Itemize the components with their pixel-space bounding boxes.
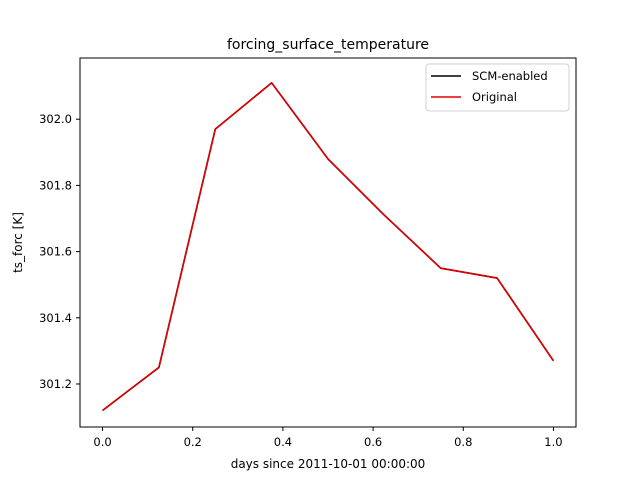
y-tick-label: 301.6: [39, 245, 72, 259]
x-tick-label: 0.4: [274, 435, 292, 449]
y-tick-label: 301.2: [39, 377, 72, 391]
x-axis-label: days since 2011-10-01 00:00:00: [231, 457, 426, 471]
legend-label-original: Original: [472, 90, 517, 104]
y-tick-label: 302.0: [39, 112, 72, 126]
plot-frame: [79, 57, 577, 428]
x-tick-label: 0.0: [93, 435, 111, 449]
series-line-original: [102, 82, 555, 412]
x-axis-ticks: 0.0 0.2 0.4 0.6 0.8 1.0: [93, 427, 563, 449]
y-tick-label: 301.8: [39, 178, 72, 192]
x-tick-label: 0.2: [184, 435, 202, 449]
legend-label-scm-enabled: SCM-enabled: [472, 69, 548, 83]
chart-title: forcing_surface_temperature: [227, 37, 429, 53]
legend: SCM-enabled Original: [425, 63, 570, 112]
series-layer: [102, 82, 555, 412]
legend-box: [425, 63, 570, 112]
y-axis-label: ts_forc [K]: [11, 212, 25, 273]
x-tick-label: 0.8: [454, 435, 472, 449]
y-tick-label: 301.4: [39, 311, 72, 325]
x-tick-label: 0.6: [364, 435, 382, 449]
x-tick-label: 1.0: [544, 435, 562, 449]
y-axis-ticks: 301.2 301.4 301.6 301.8 302.0: [39, 112, 80, 391]
